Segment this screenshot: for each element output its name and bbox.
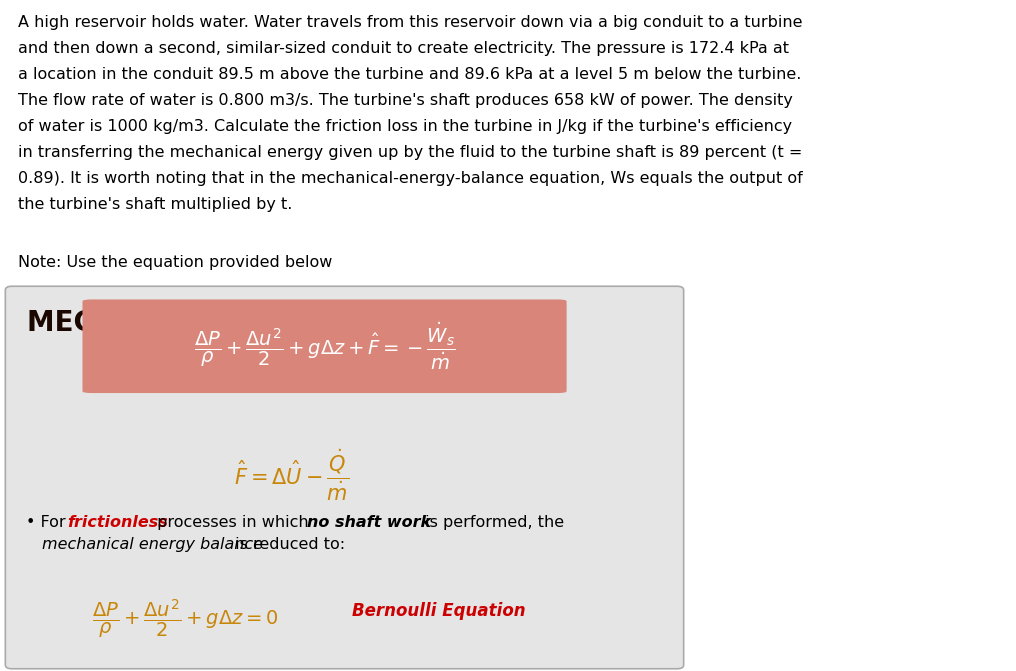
Text: Note: Use the equation provided below: Note: Use the equation provided below	[18, 255, 332, 270]
Text: A high reservoir holds water. Water travels from this reservoir down via a big c: A high reservoir holds water. Water trav…	[18, 15, 803, 30]
Text: the turbine's shaft multiplied by t.: the turbine's shaft multiplied by t.	[18, 197, 293, 212]
Text: MECHANICAL ENERGY BALANCES: MECHANICAL ENERGY BALANCES	[26, 309, 539, 337]
Text: Bernoulli Equation: Bernoulli Equation	[352, 603, 525, 621]
Text: of water is 1000 kg/m3. Calculate the friction loss in the turbine in J/kg if th: of water is 1000 kg/m3. Calculate the fr…	[18, 119, 792, 134]
Text: $\hat{F} = \Delta\hat{U} - \dfrac{\dot{Q}}{\dot{m}}$: $\hat{F} = \Delta\hat{U} - \dfrac{\dot{Q…	[234, 448, 348, 503]
Text: $\dfrac{\Delta P}{\rho} + \dfrac{\Delta u^2}{2} + g\Delta z + \hat{F} = -\dfrac{: $\dfrac{\Delta P}{\rho} + \dfrac{\Delta …	[194, 321, 455, 372]
Text: a location in the conduit 89.5 m above the turbine and 89.6 kPa at a level 5 m b: a location in the conduit 89.5 m above t…	[18, 67, 802, 82]
Text: $\dfrac{\Delta P}{\rho} + \dfrac{\Delta u^2}{2} + g\Delta z = 0$: $\dfrac{\Delta P}{\rho} + \dfrac{\Delta …	[92, 597, 278, 641]
FancyBboxPatch shape	[82, 299, 567, 393]
Text: no shaft work: no shaft work	[307, 515, 431, 530]
Text: • For: • For	[26, 515, 71, 530]
Text: and then down a second, similar-sized conduit to create electricity. The pressur: and then down a second, similar-sized co…	[18, 41, 789, 56]
Text: mechanical energy balance: mechanical energy balance	[42, 537, 263, 552]
Text: frictionless: frictionless	[67, 515, 168, 530]
Text: processes in which: processes in which	[152, 515, 314, 530]
Text: is performed, the: is performed, the	[420, 515, 564, 530]
Text: 0.89). It is worth noting that in the mechanical-energy-balance equation, Ws equ: 0.89). It is worth noting that in the me…	[18, 171, 803, 186]
Text: The flow rate of water is 0.800 m3/s. The turbine's shaft produces 658 kW of pow: The flow rate of water is 0.800 m3/s. Th…	[18, 93, 792, 108]
Text: in transferring the mechanical energy given up by the fluid to the turbine shaft: in transferring the mechanical energy gi…	[18, 145, 803, 160]
FancyBboxPatch shape	[5, 287, 684, 669]
Text: is reduced to:: is reduced to:	[230, 537, 345, 552]
